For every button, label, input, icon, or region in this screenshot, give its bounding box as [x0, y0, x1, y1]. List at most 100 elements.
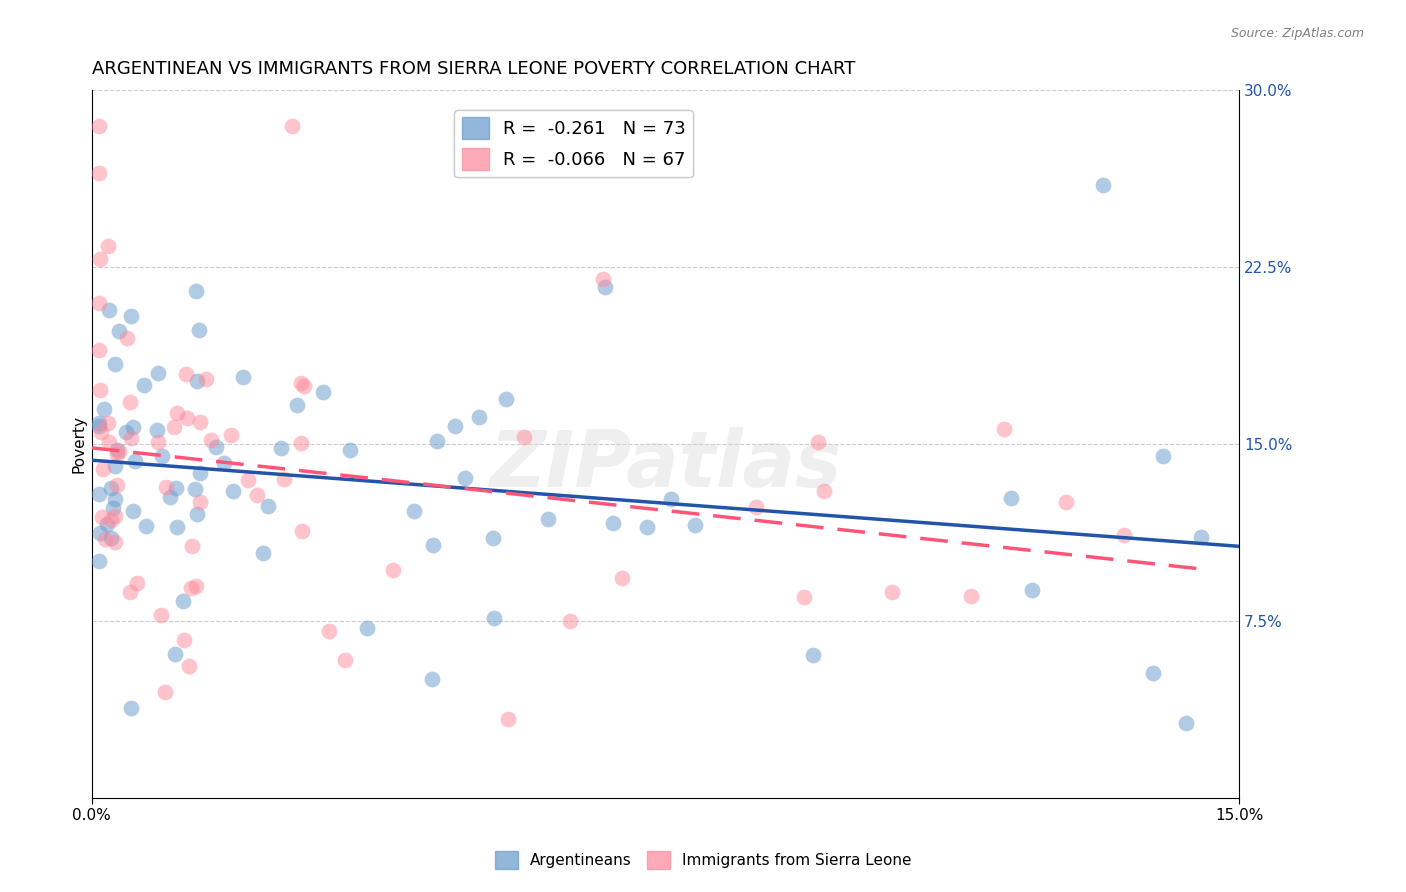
Point	[602, 516, 624, 531]
Point	[89, 166, 111, 180]
Point	[180, 539, 202, 553]
Point	[150, 450, 173, 464]
Point	[89, 119, 111, 133]
Point	[163, 420, 186, 434]
Point	[153, 685, 176, 699]
Point	[91, 462, 114, 476]
Point	[1142, 665, 1164, 680]
Point	[318, 624, 340, 638]
Point	[165, 482, 187, 496]
Point	[89, 384, 111, 398]
Point	[285, 398, 308, 412]
Point	[89, 295, 111, 310]
Point	[159, 490, 181, 504]
Point	[1114, 528, 1136, 542]
Point	[98, 303, 121, 318]
Point	[426, 434, 449, 448]
Point	[105, 478, 128, 492]
Point	[118, 585, 141, 599]
Point	[186, 507, 208, 521]
Point	[184, 483, 207, 497]
Point	[97, 239, 120, 253]
Point	[422, 538, 444, 552]
Point	[146, 435, 169, 450]
Text: ZIPatlas: ZIPatlas	[489, 427, 842, 503]
Point	[807, 434, 830, 449]
Point	[273, 472, 295, 486]
Point	[104, 535, 127, 549]
Point	[186, 374, 208, 388]
Point	[117, 331, 139, 345]
Point	[636, 520, 658, 534]
Point	[467, 410, 489, 425]
Point	[482, 611, 505, 625]
Point	[188, 415, 211, 429]
Point	[104, 458, 127, 473]
Point	[290, 436, 312, 450]
Point	[174, 367, 197, 381]
Point	[89, 416, 111, 430]
Point	[246, 488, 269, 502]
Point	[335, 653, 357, 667]
Point	[120, 309, 142, 323]
Point	[163, 647, 186, 661]
Point	[173, 633, 195, 648]
Point	[155, 480, 177, 494]
Point	[108, 324, 131, 338]
Point	[232, 370, 254, 384]
Point	[1152, 449, 1174, 463]
Point	[90, 509, 112, 524]
Point	[801, 648, 824, 663]
Point	[97, 416, 120, 430]
Point	[443, 419, 465, 434]
Point	[98, 434, 121, 449]
Point	[120, 394, 142, 409]
Point	[105, 443, 128, 458]
Point	[495, 392, 517, 406]
Point	[339, 442, 361, 457]
Point	[281, 119, 304, 133]
Point	[592, 272, 614, 286]
Point	[1091, 178, 1114, 192]
Point	[311, 385, 333, 400]
Point	[993, 422, 1015, 436]
Point	[89, 252, 111, 266]
Point	[882, 585, 904, 599]
Point	[100, 513, 122, 527]
Point	[454, 471, 477, 485]
Point	[222, 483, 245, 498]
Point	[176, 411, 198, 425]
Point	[200, 434, 222, 448]
Legend: Argentineans, Immigrants from Sierra Leone: Argentineans, Immigrants from Sierra Leo…	[488, 845, 918, 875]
Point	[89, 554, 111, 568]
Y-axis label: Poverty: Poverty	[72, 415, 86, 473]
Point	[166, 520, 188, 534]
Point	[745, 500, 768, 514]
Point	[166, 406, 188, 420]
Point	[610, 571, 633, 585]
Point	[291, 524, 314, 539]
Legend: R =  -0.261   N = 73, R =  -0.066   N = 67: R = -0.261 N = 73, R = -0.066 N = 67	[454, 110, 693, 178]
Point	[813, 483, 835, 498]
Point	[356, 621, 378, 635]
Point	[172, 593, 194, 607]
Point	[481, 531, 503, 545]
Point	[103, 500, 125, 515]
Point	[124, 454, 146, 468]
Point	[290, 376, 312, 390]
Point	[219, 428, 242, 442]
Point	[120, 701, 142, 715]
Point	[96, 517, 118, 532]
Point	[100, 481, 122, 495]
Point	[104, 508, 127, 523]
Point	[212, 456, 235, 470]
Text: ARGENTINEAN VS IMMIGRANTS FROM SIERRA LEONE POVERTY CORRELATION CHART: ARGENTINEAN VS IMMIGRANTS FROM SIERRA LE…	[91, 60, 855, 78]
Point	[89, 418, 111, 433]
Point	[252, 546, 274, 560]
Point	[104, 357, 127, 371]
Point	[89, 487, 111, 501]
Point	[683, 517, 706, 532]
Point	[270, 442, 292, 456]
Point	[108, 444, 131, 458]
Point	[135, 519, 157, 533]
